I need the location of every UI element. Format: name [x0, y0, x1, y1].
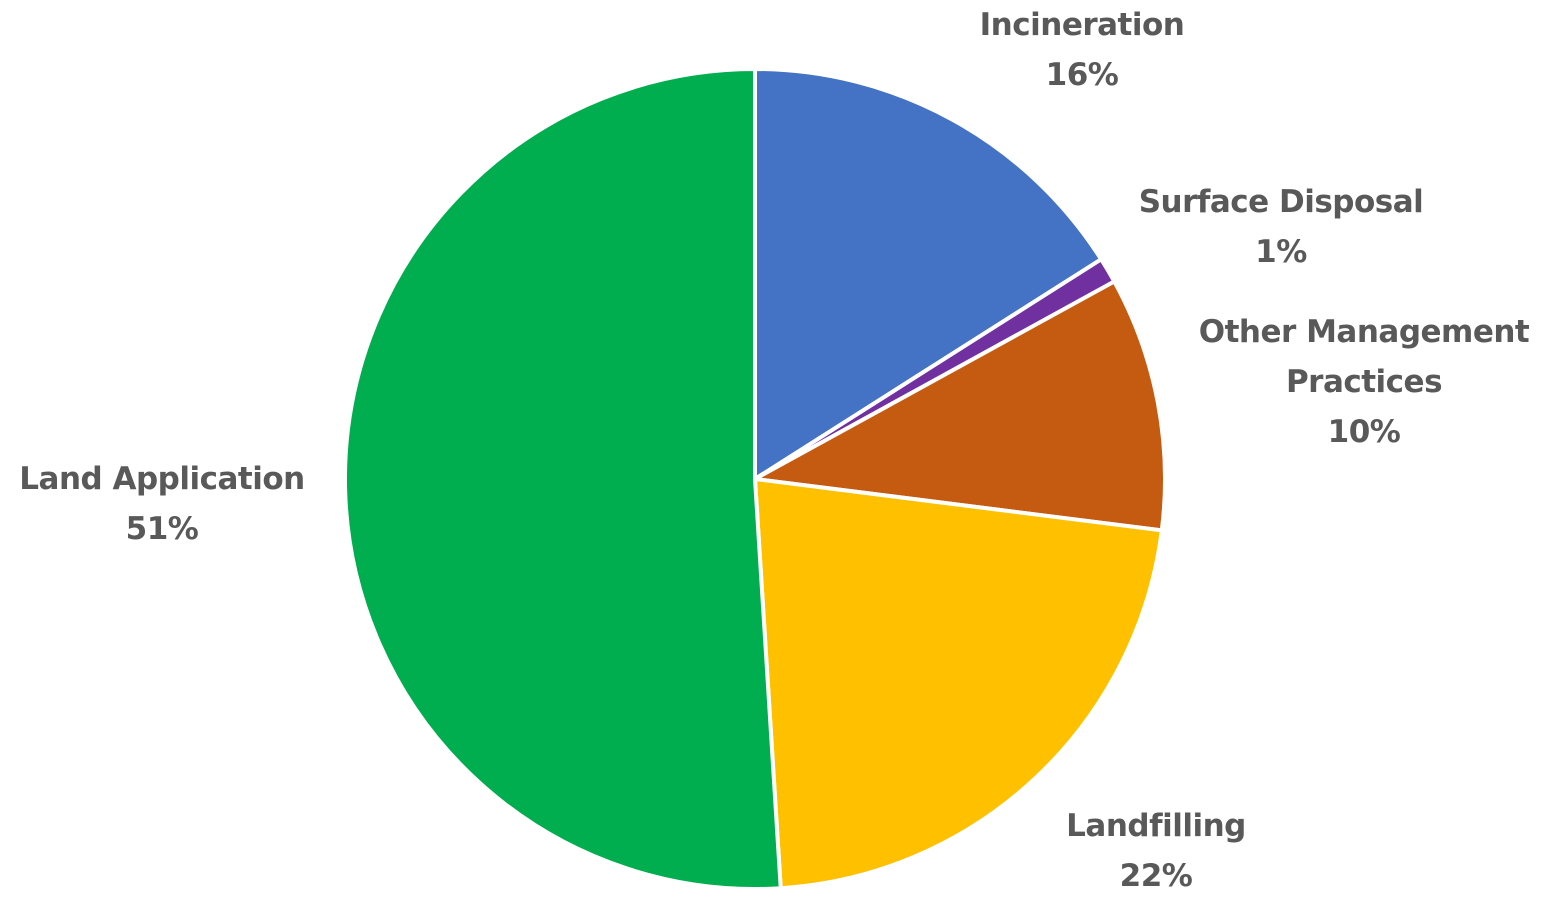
data-label-percent: 1%: [1255, 234, 1307, 270]
data-label-percent: 51%: [126, 511, 199, 547]
slice-landfilling: [753, 477, 1164, 891]
data-label-percent: 22%: [1120, 858, 1193, 894]
data-label-incineration: Incineration 16%: [980, 7, 1185, 93]
data-label-surface-disposal: Surface Disposal 1%: [1139, 184, 1424, 270]
data-label-percent: 16%: [1046, 57, 1119, 93]
data-label-category: Other Management: [1199, 314, 1530, 350]
data-label-category: Land Application: [19, 461, 304, 497]
slice-incineration: [753, 67, 1104, 481]
data-label-other-management-practices: Other Management Practices 10%: [1199, 314, 1530, 450]
data-label-category: Practices: [1286, 364, 1442, 400]
data-label-category: Landfilling: [1066, 808, 1246, 844]
slice-other-management-practices: [753, 279, 1167, 533]
data-label-land-application: Land Application 51%: [19, 461, 304, 547]
pie-slices: [342, 67, 1167, 891]
data-label-category: Surface Disposal: [1139, 184, 1424, 220]
data-label-percent: 10%: [1328, 414, 1401, 450]
data-label-landfilling: Landfilling 22%: [1066, 808, 1246, 894]
data-label-category: Incineration: [980, 7, 1185, 43]
slice-land-application: [342, 67, 783, 891]
data-labels: Incineration 16% Surface Disposal 1% Other M…: [19, 7, 1530, 894]
